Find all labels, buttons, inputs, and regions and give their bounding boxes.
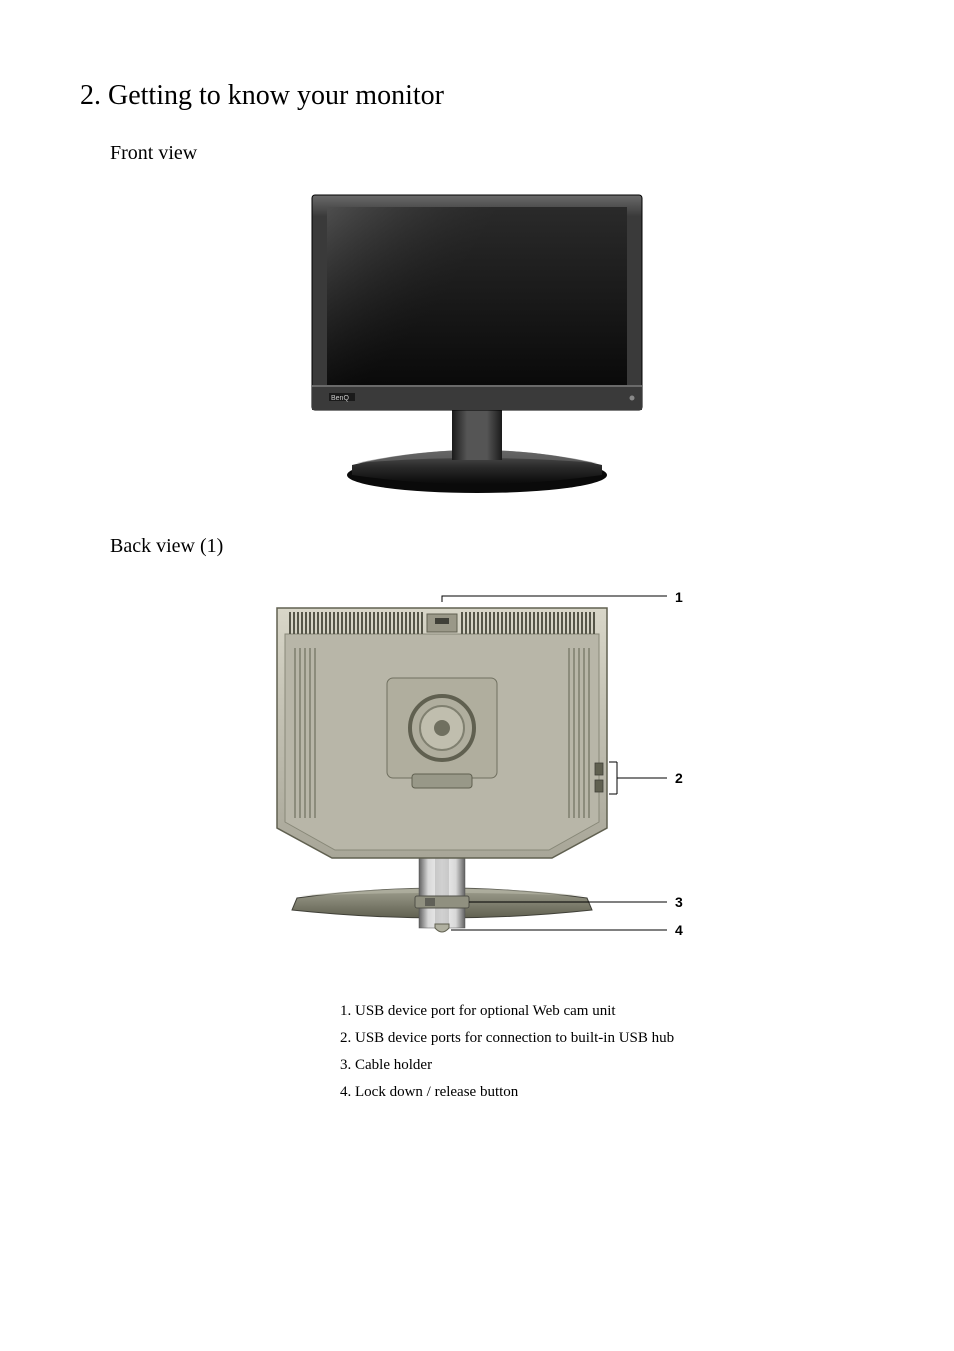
monitor-back-svg: 1 2 3 4 [257,578,697,958]
svg-text:BenQ: BenQ [331,395,349,402]
section-title: 2. Getting to know your monitor [80,80,874,112]
legend-item-3: 3. Cable holder [340,1052,874,1079]
callout-label-4: 4 [675,922,683,938]
callout-label-3: 3 [675,894,683,910]
callout-label-1: 1 [675,589,683,605]
back-view-heading: Back view (1) [110,535,874,558]
callout-label-2: 2 [675,770,683,786]
monitor-front-svg: BenQ [297,185,657,495]
legend-item-2: 2. USB device ports for connection to bu… [340,1025,874,1052]
front-view-heading: Front view [110,142,874,165]
front-view-figure: BenQ [80,185,874,495]
legend-item-4: 4. Lock down / release button [340,1079,874,1106]
back-view-figure: 1 2 3 4 [80,578,874,958]
legend-item-1: 1. USB device port for optional Web cam … [340,998,874,1025]
back-view-legend: 1. USB device port for optional Web cam … [340,998,874,1106]
